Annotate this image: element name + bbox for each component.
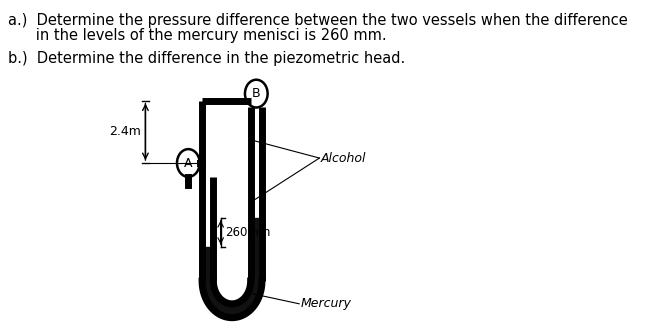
Text: b.)  Determine the difference in the piezometric head.: b.) Determine the difference in the piez… <box>8 51 405 66</box>
Text: Mercury: Mercury <box>301 297 352 310</box>
Text: A: A <box>184 157 193 169</box>
Text: 260mm: 260mm <box>225 226 271 239</box>
Text: Alcohol: Alcohol <box>321 152 367 164</box>
Text: 2.4m: 2.4m <box>109 125 141 138</box>
Text: in the levels of the mercury menisci is 260 mm.: in the levels of the mercury menisci is … <box>8 28 387 43</box>
Text: a.)  Determine the pressure difference between the two vessels when the differen: a.) Determine the pressure difference be… <box>8 13 628 28</box>
Text: B: B <box>252 87 260 100</box>
Polygon shape <box>202 281 262 318</box>
